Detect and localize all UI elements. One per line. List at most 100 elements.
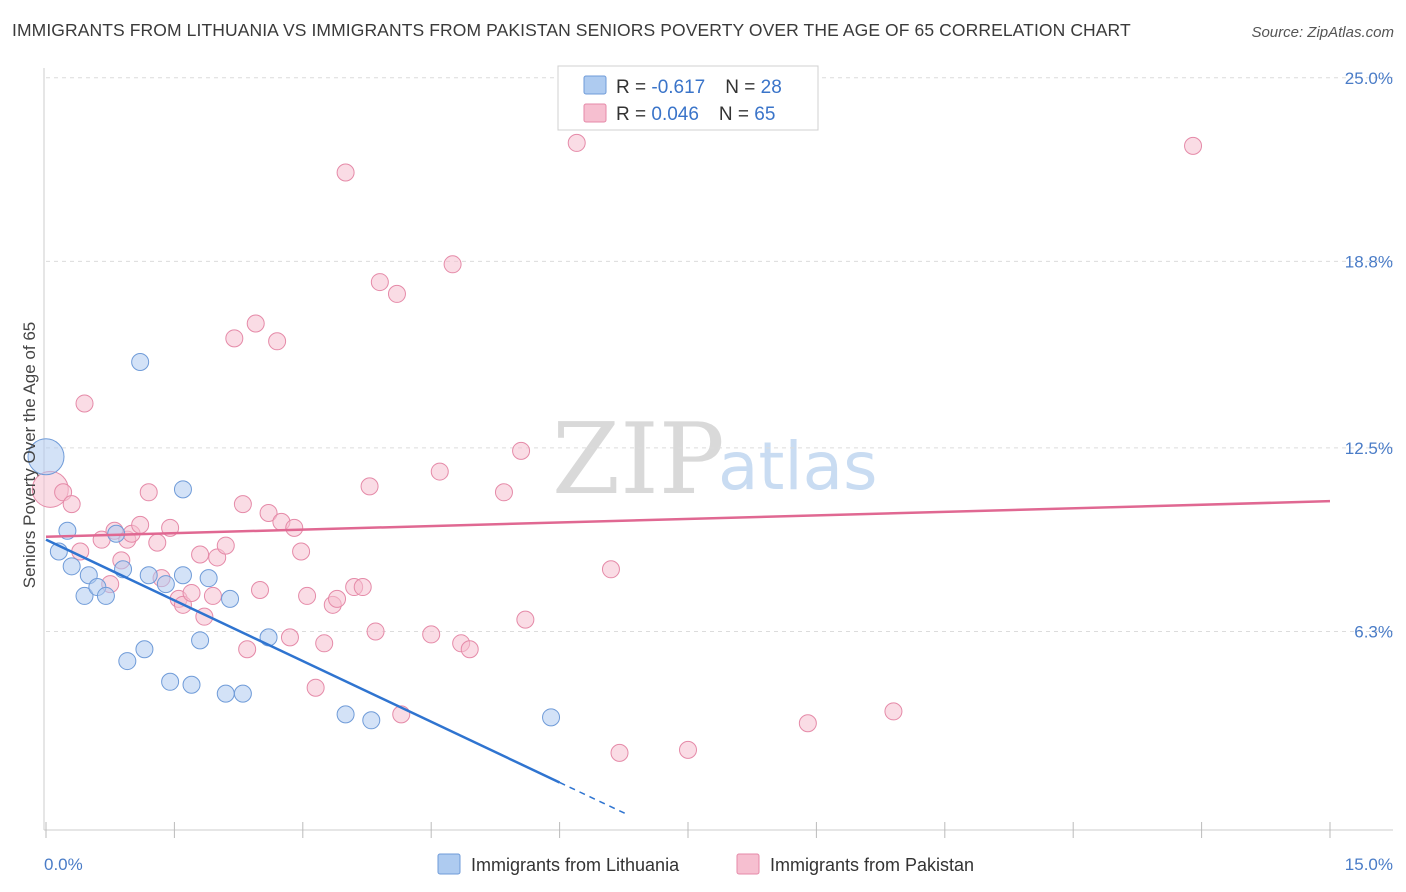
trend-lines bbox=[45, 499, 1331, 816]
legend-pakistan-r-label: R = bbox=[616, 104, 651, 125]
x-tick-label-max: 15.0% bbox=[1345, 855, 1393, 874]
pakistan-point bbox=[366, 622, 385, 641]
lithuania-point bbox=[62, 557, 81, 576]
legend-pakistan-r-value: 0.046 bbox=[651, 104, 699, 125]
pakistan-point bbox=[430, 462, 449, 481]
y-tick-label: 12.5% bbox=[1345, 439, 1393, 458]
pakistan-point bbox=[370, 273, 389, 292]
lithuania-point bbox=[156, 575, 175, 594]
pakistan-point bbox=[75, 394, 94, 413]
pakistan-point bbox=[233, 495, 252, 514]
pakistan-point bbox=[259, 504, 278, 523]
lithuania-point bbox=[216, 684, 235, 703]
lithuania-trend-extension bbox=[559, 781, 629, 816]
lithuania-point bbox=[161, 672, 180, 691]
legend-pakistan-n-label: N = bbox=[719, 104, 754, 125]
pakistan-point bbox=[360, 477, 379, 496]
pakistan-point bbox=[494, 483, 513, 502]
lithuania-point bbox=[173, 566, 192, 585]
top-legend: R = -0.617 N = 28 R = 0.046 N = 65 bbox=[557, 65, 819, 131]
pakistan-point bbox=[798, 714, 817, 733]
legend-swatch-lithuania bbox=[583, 75, 607, 95]
pakistan-point bbox=[328, 589, 347, 608]
lithuania-point bbox=[362, 711, 381, 730]
pakistan-point bbox=[512, 441, 531, 460]
watermark-atlas: atlas bbox=[718, 428, 878, 505]
y-tick-label: 25.0% bbox=[1345, 69, 1393, 88]
pakistan-point bbox=[285, 518, 304, 537]
lithuania-point bbox=[173, 480, 192, 499]
lithuania-point bbox=[75, 586, 94, 605]
pakistan-point bbox=[884, 702, 903, 721]
pakistan-point bbox=[567, 133, 586, 152]
pakistan-point bbox=[191, 545, 210, 564]
pakistan-point bbox=[353, 578, 372, 597]
lithuania-trend-line bbox=[45, 538, 561, 784]
x-tick-label-min: 0.0% bbox=[44, 855, 83, 874]
lithuania-point bbox=[139, 566, 158, 585]
pakistan-point bbox=[225, 329, 244, 348]
pakistan-point bbox=[251, 581, 269, 600]
pakistan-point bbox=[516, 610, 535, 629]
lithuania-point bbox=[542, 708, 561, 727]
bottom-legend-swatch-pakistan bbox=[736, 853, 760, 875]
pakistan-point bbox=[131, 515, 150, 534]
pakistan-point bbox=[610, 743, 629, 762]
pakistan-point bbox=[315, 634, 334, 653]
legend-lithuania-row: R = -0.617 N = 28 bbox=[616, 77, 782, 98]
gridlines bbox=[46, 77, 1393, 632]
legend-lithuania-n-value: 28 bbox=[761, 77, 782, 98]
pakistan-trend-line bbox=[45, 499, 1331, 538]
pakistan-point bbox=[62, 495, 81, 514]
lithuania-point bbox=[135, 640, 154, 659]
legend-lithuania-n-label: N = bbox=[725, 77, 760, 98]
pakistan-point bbox=[679, 740, 697, 759]
bottom-legend: Immigrants from Lithuania Immigrants fro… bbox=[437, 853, 974, 875]
pakistan-point bbox=[306, 678, 325, 697]
pakistan-point bbox=[216, 536, 235, 555]
pakistan-point bbox=[443, 255, 462, 274]
lithuania-point bbox=[233, 684, 252, 703]
y-tick-label: 18.8% bbox=[1345, 252, 1393, 271]
legend-lithuania-r-value: -0.617 bbox=[651, 77, 705, 98]
watermark-zip: ZIP bbox=[552, 403, 725, 517]
pakistan-point bbox=[298, 586, 317, 605]
lithuania-point bbox=[199, 569, 218, 588]
pakistan-point bbox=[280, 628, 299, 647]
lithuania-point bbox=[27, 438, 65, 476]
bottom-legend-lithuania: Immigrants from Lithuania bbox=[471, 855, 680, 875]
pakistan-point bbox=[182, 583, 201, 602]
y-tick-label: 6.3% bbox=[1354, 622, 1393, 641]
lithuania-point bbox=[191, 631, 210, 650]
pakistan-point bbox=[336, 163, 355, 182]
pakistan-point bbox=[422, 625, 441, 644]
pakistan-point bbox=[268, 332, 287, 351]
lithuania-point bbox=[118, 652, 137, 671]
chart-title: IMMIGRANTS FROM LITHUANIA VS IMMIGRANTS … bbox=[12, 20, 1131, 40]
pakistan-point bbox=[203, 586, 222, 605]
bottom-legend-swatch-lithuania bbox=[437, 853, 461, 875]
pakistan-point bbox=[148, 533, 167, 552]
lithuania-point bbox=[131, 353, 150, 372]
pakistan-point bbox=[387, 284, 406, 303]
lithuania-point bbox=[221, 589, 240, 608]
legend-pakistan-row: R = 0.046 N = 65 bbox=[616, 104, 775, 125]
pakistan-point bbox=[1184, 136, 1203, 155]
pakistan-point bbox=[460, 640, 479, 659]
legend-lithuania-r-label: R = bbox=[616, 77, 651, 98]
legend-pakistan-n-value: 65 bbox=[754, 104, 775, 125]
pakistan-point bbox=[238, 640, 257, 659]
pakistan-point bbox=[246, 314, 265, 333]
pakistan-point bbox=[139, 483, 158, 502]
lithuania-point bbox=[336, 705, 355, 724]
lithuania-point bbox=[96, 586, 115, 605]
pakistan-point bbox=[601, 560, 620, 579]
bottom-legend-pakistan: Immigrants from Pakistan bbox=[770, 855, 974, 875]
source-label: Source: ZipAtlas.com bbox=[1251, 24, 1394, 41]
lithuania-point bbox=[182, 675, 201, 694]
y-axis-title: Seniors Poverty Over the Age of 65 bbox=[20, 322, 39, 588]
legend-swatch-pakistan bbox=[583, 103, 607, 123]
y-tick-labels: 6.3% 12.5% 18.8% 25.0% bbox=[1345, 69, 1393, 642]
pakistan-point bbox=[292, 542, 311, 561]
